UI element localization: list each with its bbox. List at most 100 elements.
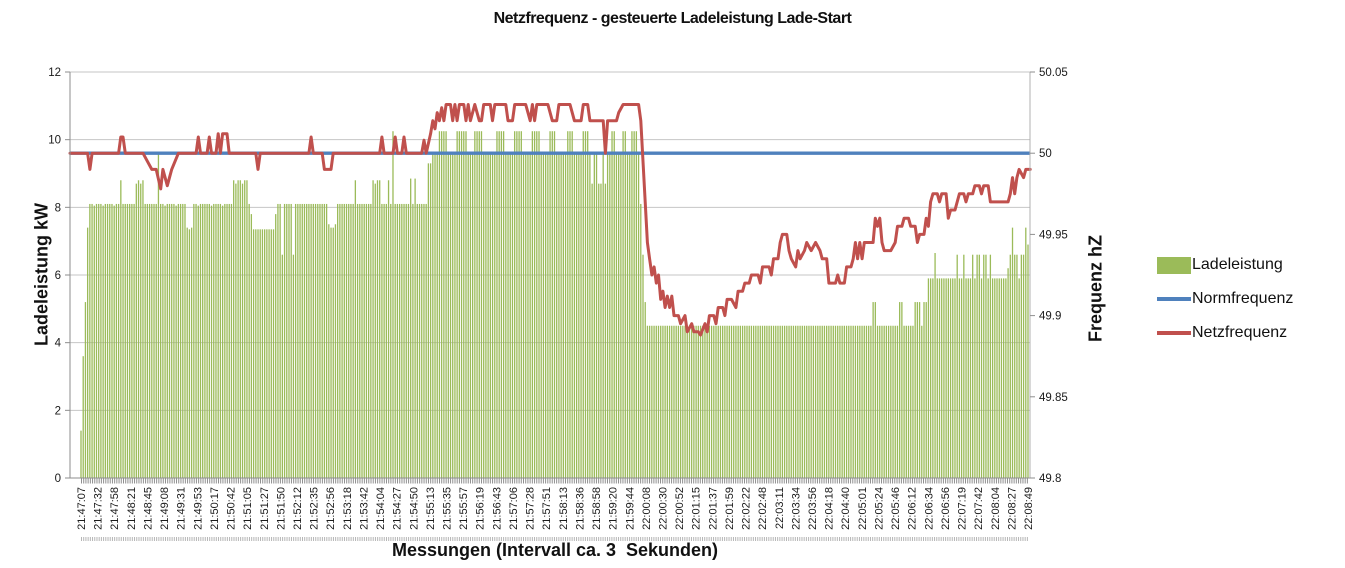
bar-ladeleistung bbox=[775, 325, 777, 478]
left-tick-label: 6 bbox=[55, 270, 61, 282]
bar-ladeleistung bbox=[620, 151, 622, 478]
bar-ladeleistung bbox=[323, 203, 326, 478]
bar-ladeleistung bbox=[821, 325, 823, 478]
bar-ladeleistung bbox=[960, 278, 963, 478]
bar-ladeleistung bbox=[441, 131, 443, 478]
bar-ladeleistung bbox=[142, 180, 144, 478]
bar-ladeleistung bbox=[651, 325, 653, 478]
x-tick-label: 22:00:30 bbox=[657, 487, 669, 530]
bar-ladeleistung bbox=[863, 325, 865, 478]
bar-ladeleistung bbox=[392, 131, 394, 478]
bar-ladeleistung bbox=[759, 325, 761, 478]
x-tick-label: 21:47:07 bbox=[76, 487, 88, 530]
bar-ladeleistung bbox=[925, 302, 927, 478]
bar-ladeleistung bbox=[467, 151, 469, 478]
bar-ladeleistung bbox=[941, 278, 943, 478]
bar-ladeleistung bbox=[438, 131, 441, 478]
bar-ladeleistung bbox=[272, 229, 275, 478]
bar-ladeleistung bbox=[328, 224, 330, 478]
x-tick-label: 22:00:52 bbox=[674, 487, 686, 530]
bar-ladeleistung bbox=[761, 325, 764, 478]
bar-ladeleistung bbox=[443, 131, 445, 478]
bar-ladeleistung bbox=[281, 254, 283, 478]
bar-ladeleistung bbox=[1022, 254, 1025, 478]
bar-ladeleistung bbox=[303, 203, 306, 478]
bar-ladeleistung bbox=[710, 325, 713, 478]
bar-ladeleistung bbox=[635, 131, 638, 478]
bar-ladeleistung bbox=[865, 325, 868, 478]
bar-ladeleistung bbox=[292, 254, 295, 478]
bar-ladeleistung bbox=[684, 325, 686, 478]
bar-ladeleistung bbox=[239, 180, 241, 478]
right-tick-label: 50.05 bbox=[1039, 67, 1068, 79]
bar-ladeleistung bbox=[606, 151, 609, 478]
bar-ladeleistung bbox=[600, 183, 602, 478]
bar-ladeleistung bbox=[675, 325, 677, 478]
x-tick-label: 22:03:11 bbox=[774, 487, 786, 529]
bar-ladeleistung bbox=[927, 278, 930, 478]
bar-ladeleistung bbox=[595, 151, 598, 478]
x-tick-label: 21:58:58 bbox=[591, 487, 603, 530]
bar-ladeleistung bbox=[348, 203, 350, 478]
line-netzfrequenz bbox=[68, 103, 1032, 337]
bar-ladeleistung bbox=[854, 325, 857, 478]
bar-ladeleistung bbox=[306, 203, 308, 478]
bar-ladeleistung bbox=[354, 180, 357, 478]
bar-ladeleistung bbox=[642, 254, 644, 478]
x-tick-label: 21:48:21 bbox=[126, 487, 138, 530]
bar-ladeleistung bbox=[624, 131, 626, 478]
bar-ladeleistung bbox=[414, 178, 416, 478]
bar-ladeleistung bbox=[872, 302, 874, 478]
bar-ladeleistung bbox=[887, 325, 890, 478]
left-axis-title: Ladeleistung kW bbox=[31, 203, 52, 347]
bar-ladeleistung bbox=[120, 180, 122, 478]
right-axis-title: Frequenz hZ bbox=[1085, 235, 1106, 342]
bar-ladeleistung bbox=[536, 131, 538, 478]
x-tick-label: 21:59:20 bbox=[608, 487, 620, 530]
bar-ladeleistung bbox=[261, 229, 264, 478]
bar-ladeleistung bbox=[850, 325, 852, 478]
bar-ladeleistung bbox=[325, 203, 328, 478]
bar-ladeleistung bbox=[266, 229, 268, 478]
bar-ladeleistung bbox=[702, 325, 704, 478]
bar-ladeleistung bbox=[498, 131, 500, 478]
x-tick-label: 21:53:42 bbox=[358, 487, 370, 530]
bar-ladeleistung bbox=[817, 325, 819, 478]
x-tick-label: 22:06:34 bbox=[923, 487, 935, 530]
bar-ladeleistung bbox=[542, 151, 545, 478]
bar-ladeleistung bbox=[580, 151, 582, 478]
bar-ladeleistung bbox=[374, 183, 376, 478]
bar-ladeleistung bbox=[538, 131, 540, 478]
bar-ladeleistung bbox=[832, 325, 834, 478]
x-tick-label: 21:52:12 bbox=[292, 487, 304, 530]
bar-ladeleistung bbox=[1018, 278, 1020, 478]
bar-ladeleistung bbox=[379, 180, 381, 478]
x-tick-label: 21:56:19 bbox=[475, 487, 487, 530]
x-tick-label: 21:55:57 bbox=[458, 487, 470, 530]
bar-ladeleistung bbox=[429, 163, 432, 478]
bar-ladeleistung bbox=[505, 151, 507, 478]
bar-ladeleistung bbox=[954, 278, 956, 478]
x-tick-label: 21:47:32 bbox=[93, 487, 105, 530]
x-tick-label: 21:51:05 bbox=[242, 487, 254, 530]
bar-ladeleistung bbox=[653, 325, 655, 478]
bar-ladeleistung bbox=[892, 325, 894, 478]
bar-ladeleistung bbox=[660, 325, 662, 478]
x-tick-label: 22:01:15 bbox=[691, 487, 703, 530]
bar-ladeleistung bbox=[879, 325, 881, 478]
bar-ladeleistung bbox=[611, 131, 613, 478]
bar-ladeleistung bbox=[113, 205, 115, 478]
bar-ladeleistung bbox=[345, 203, 348, 478]
x-tick-label: 22:05:24 bbox=[873, 487, 885, 530]
bar-ladeleistung bbox=[662, 325, 664, 478]
bar-ladeleistung bbox=[476, 131, 478, 478]
bar-ladeleistung bbox=[682, 325, 684, 478]
bar-ladeleistung bbox=[129, 203, 131, 478]
bar-ladeleistung bbox=[341, 203, 343, 478]
bar-ladeleistung bbox=[852, 325, 854, 478]
x-tick-label: 21:57:51 bbox=[541, 487, 553, 530]
bar-ladeleistung bbox=[571, 131, 573, 478]
bar-ladeleistung bbox=[195, 203, 197, 478]
bar-ladeleistung bbox=[89, 203, 91, 478]
bar-ladeleistung bbox=[631, 131, 633, 478]
